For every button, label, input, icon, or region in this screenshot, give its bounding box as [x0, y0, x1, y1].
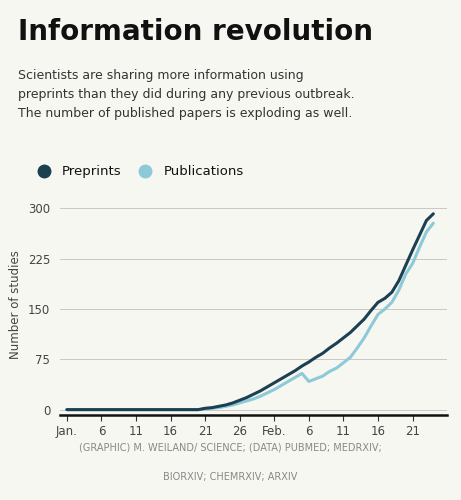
- Text: Scientists are sharing more information using
preprints than they did during any: Scientists are sharing more information …: [18, 70, 355, 120]
- Text: BIORXIV; CHEMRXIV; ARXIV: BIORXIV; CHEMRXIV; ARXIV: [163, 472, 298, 482]
- Text: (GRAPHIC) M. WEILAND/ SCIENCE; (DATA) PUBMED; MEDRXIV;: (GRAPHIC) M. WEILAND/ SCIENCE; (DATA) PU…: [79, 442, 382, 452]
- Text: Information revolution: Information revolution: [18, 18, 373, 46]
- Y-axis label: Number of studies: Number of studies: [9, 250, 22, 360]
- Legend: Preprints, Publications: Preprints, Publications: [25, 160, 249, 184]
